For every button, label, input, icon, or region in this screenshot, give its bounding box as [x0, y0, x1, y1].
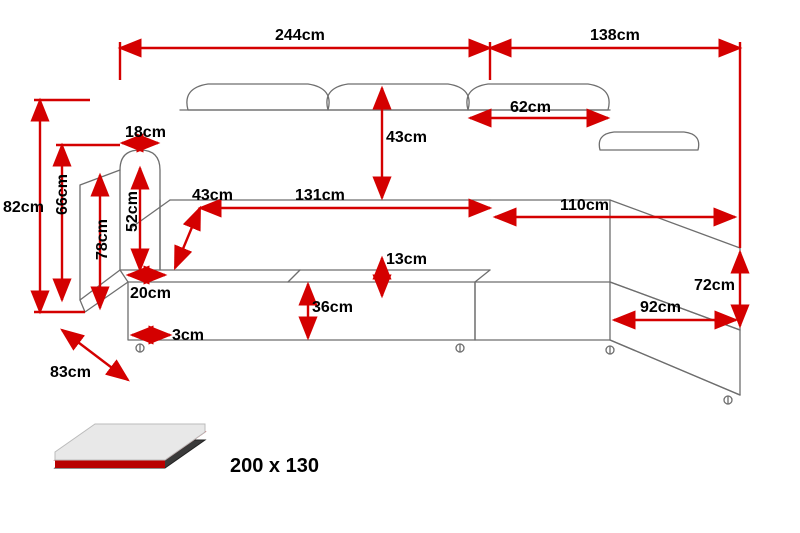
bed-icon	[0, 0, 800, 533]
bed-size-label: 200 x 130	[230, 455, 319, 478]
diagram-canvas: 244cm 138cm 82cm 66cm 83cm 18cm 52cm 78c…	[0, 0, 800, 533]
